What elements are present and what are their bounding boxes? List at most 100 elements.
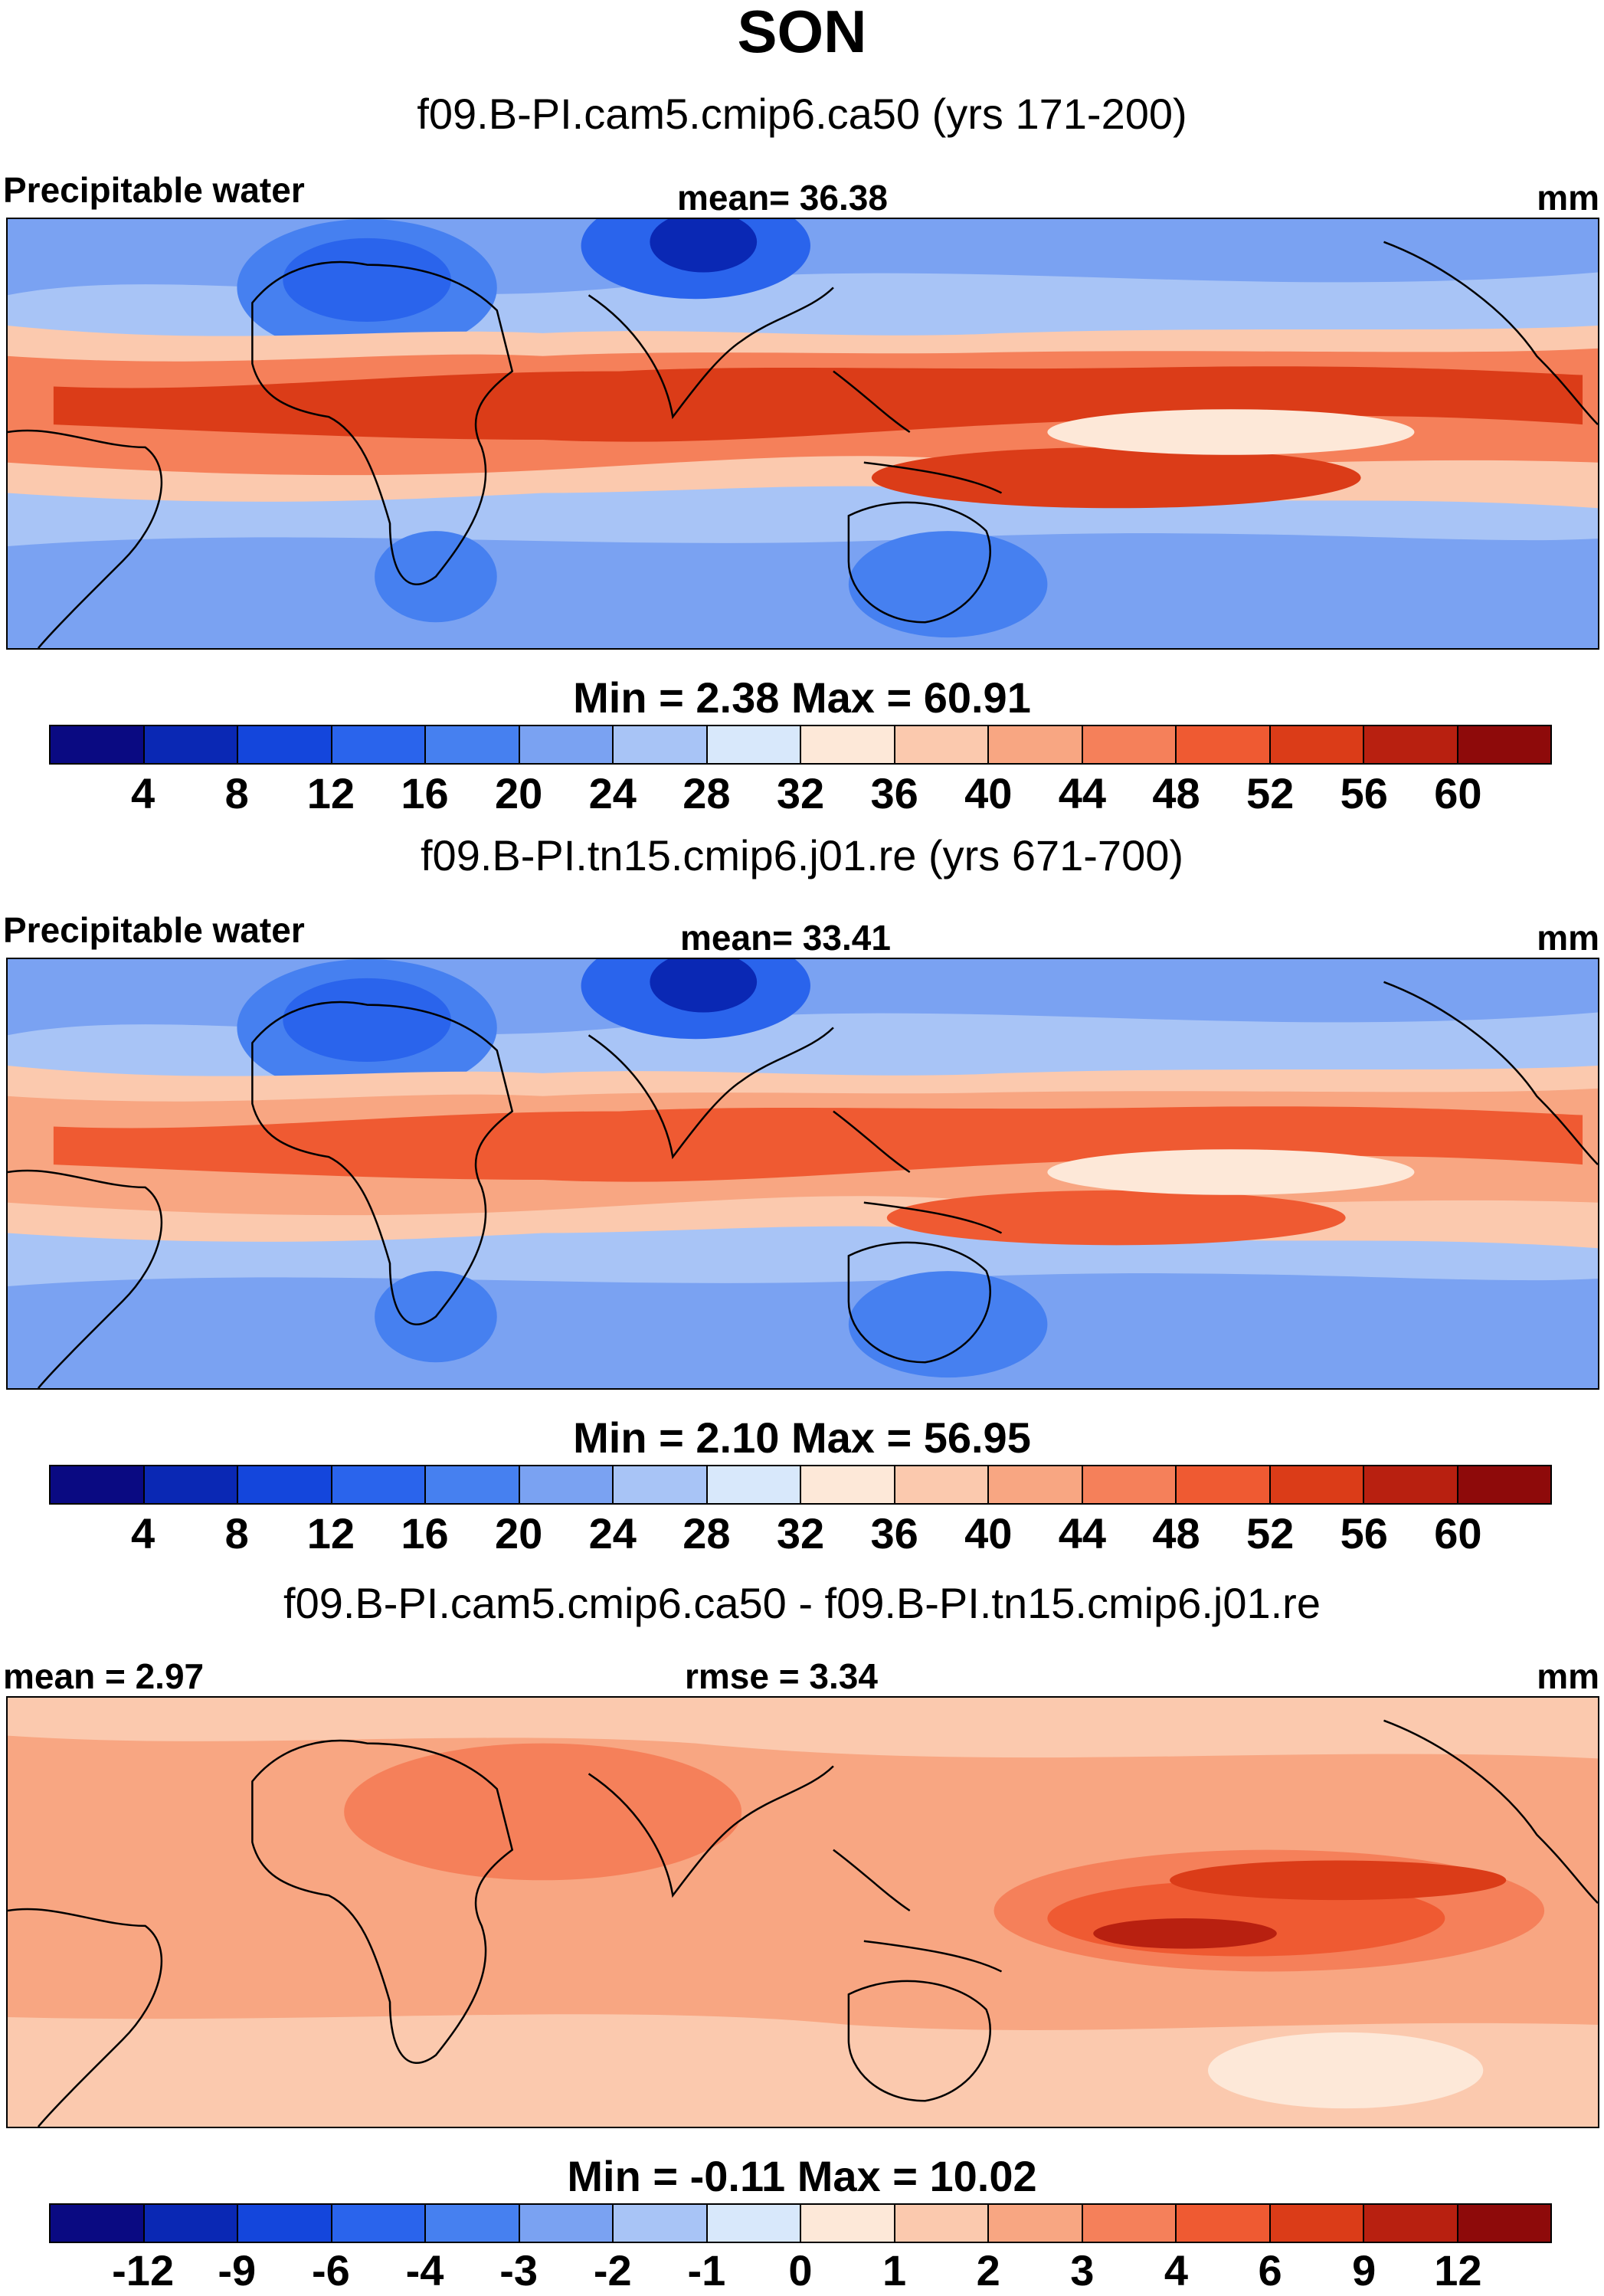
panel3-colorbar-swatch [1177,2205,1271,2242]
panel3-colorbar-swatch [895,2205,989,2242]
panel1-tick-label: 44 [1058,769,1107,817]
panel1-tick-label: 52 [1246,769,1295,817]
panel3-map [6,1696,1599,2128]
panel2-tick-label: 56 [1340,1509,1388,1557]
panel3-colorbar-swatch [332,2205,426,2242]
panel2-colorbar-swatch [51,1466,145,1503]
panel3-tick-label: -1 [687,2246,726,2294]
panel2-cold-tongue [1047,1149,1415,1195]
panel1-tick-label: 20 [494,769,543,817]
figure-title: SON [737,0,867,65]
panel3-tick-label: -9 [218,2246,257,2294]
panel1-colorbar-swatch [1458,726,1550,763]
panel3-mean-label: mean = 2.97 [3,1656,205,1696]
panel2-australia-dry [848,1271,1048,1378]
panel1-mean-label: mean= 36.38 [677,178,888,218]
panel3-colorbar-swatch [426,2205,520,2242]
panel1-map [6,218,1599,650]
panel3-spcz-max [1093,1918,1277,1949]
panel2-map-svg [8,959,1598,1388]
panel1-tick-label: 60 [1434,769,1482,817]
panel2-colorbar-swatch [801,1466,895,1503]
panel3-colorbar-swatch [144,2205,238,2242]
panel1-sahara-core [283,237,451,323]
panel2-tick-label: 44 [1058,1509,1107,1557]
panel2-colorbar-swatch [989,1466,1083,1503]
panel1-colorbar-swatch [1270,726,1364,763]
panel3-colorbar-swatch [801,2205,895,2242]
panel1-map-svg [8,219,1598,648]
panel3-arabian-high [344,1743,742,1881]
panel2-colorbar-swatch [1270,1466,1364,1503]
panel3-colorbar-swatch [1270,2205,1364,2242]
panel2-tick-label: 16 [401,1509,449,1557]
panel1-colorbar-swatch [332,726,426,763]
panel3-colorbar-swatch [614,2205,708,2242]
panel1-tibet-core [650,219,758,273]
panel3-north-band [8,1698,1598,1759]
panel3-tick-label: -3 [499,2246,538,2294]
panel1-colorbar-swatch [1177,726,1271,763]
panel2-map [6,958,1599,1390]
panel1-itcz-core [53,366,1583,442]
panel3-colorbar-swatch [707,2205,801,2242]
panel2-mean-label: mean= 33.41 [680,918,891,958]
panel3-tick-label: 12 [1434,2246,1482,2294]
panel3-tick-label: 1 [882,2246,907,2294]
panel3-colorbar-ticks: -12 -9 -6 -4 -3 -2 -1 0 1 2 3 4 6 9 12 [49,2246,1552,2295]
panel2-colorbar [49,1465,1552,1505]
panel2-field-label: Precipitable water [3,910,305,950]
panel3-south-light [1207,2032,1484,2109]
panel3-tick-label: -12 [112,2246,175,2294]
panel3-tick-label: -4 [405,2246,444,2294]
panel2-colorbar-swatch [707,1466,801,1503]
panel1-colorbar-swatch [426,726,520,763]
panel3-south-band [8,2014,1598,2127]
panel2-tick-label: 24 [588,1509,637,1557]
panel2-coastlines [8,981,1598,1388]
panel1-units-label: mm [1537,178,1599,218]
panel1-tick-label: 28 [683,769,731,817]
panel2-colorbar-ticks: 4 8 12 16 20 24 28 32 36 40 44 48 52 56 … [49,1509,1552,1558]
panel1-tick-label: 24 [588,769,637,817]
panel3-tick-label: 6 [1258,2246,1282,2294]
panel2-tick-label: 12 [306,1509,355,1557]
panel3-colorbar-swatch [51,2205,145,2242]
panel1-colorbar-swatch [801,726,895,763]
panel1-tick-label: 56 [1340,769,1388,817]
panel3-tick-label: -6 [311,2246,350,2294]
panel2-south-band [8,1273,1598,1388]
panel2-tick-label: 32 [776,1509,825,1557]
panel1-colorbar-swatch [1364,726,1458,763]
panel2-colorbar-swatch [144,1466,238,1503]
panel3-units-label: mm [1537,1656,1599,1696]
panel1-minmax: Min = 2.38 Max = 60.91 [573,673,1031,722]
panel3-colorbar-swatch [1364,2205,1458,2242]
panel1-cold-tongue [1047,409,1415,455]
panel2-units-label: mm [1537,918,1599,958]
panel2-colorbar-swatch [1082,1466,1177,1503]
panel1-tick-label: 32 [776,769,825,817]
panel3-colorbar-swatch [238,2205,332,2242]
panel1-colorbar-swatch [51,726,145,763]
panel1-coastlines [8,241,1598,648]
panel2-case-title: f09.B-PI.tn15.cmip6.j01.re (yrs 671-700) [420,831,1184,879]
panel3-tick-label: 4 [1164,2246,1189,2294]
panel2-colorbar-swatch [1177,1466,1271,1503]
panel2-tick-label: 36 [870,1509,918,1557]
panel1-colorbar-swatch [519,726,614,763]
panel3-colorbar [49,2203,1552,2243]
panel2-tick-label: 8 [224,1509,249,1557]
panel3-rmse-label: rmse = 3.34 [685,1656,878,1696]
panel1-field-label: Precipitable water [3,170,305,210]
panel2-colorbar-swatch [332,1466,426,1503]
panel1-colorbar-swatch [238,726,332,763]
panel1-tick-label: 4 [131,769,155,817]
panel2-tick-label: 60 [1434,1509,1482,1557]
panel2-colorbar-swatch [895,1466,989,1503]
panel1-case-title: f09.B-PI.cam5.cmip6.ca50 (yrs 171-200) [417,90,1187,138]
panel3-coastlines [8,1719,1598,2127]
panel1-colorbar-swatch [1082,726,1177,763]
panel2-tick-label: 20 [494,1509,543,1557]
panel3-tick-label: 3 [1070,2246,1095,2294]
